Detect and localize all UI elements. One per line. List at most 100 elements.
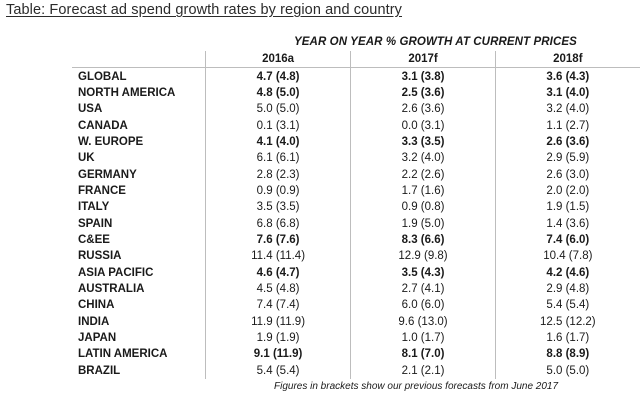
table-row: CANADA 0.1 (3.1) 0.0 (3.1) 1.1 (2.7) [72,117,640,134]
table-row: ASIA PACIFIC 4.6 (4.7) 3.5 (4.3) 4.2 (4.6) [72,264,640,281]
row-label: ASIA PACIFIC [78,266,154,279]
column-header-2016: 2016a [204,51,351,68]
table-cell: 2.5 (3.6) [350,84,496,102]
table-cell: 5.4 (5.4) [204,362,351,379]
row-label: GERMANY [78,168,137,181]
row-label: C&EE [78,233,110,246]
table-row: INDIA 11.9 (11.9) 9.6 (13.0) 12.5 (12.2) [72,313,640,330]
table-row: GLOBAL 4.7 (4.8) 3.1 (3.8) 3.6 (4.3) [72,67,640,85]
table-row: SPAIN 6.8 (6.8) 1.9 (5.0) 1.4 (3.6) [72,215,640,232]
row-label: LATIN AMERICA [78,348,168,361]
table-cell: 9.1 (11.9) [204,346,351,363]
table-title: Table: Forecast ad spend growth rates by… [6,2,403,18]
table-cell: 7.4 (6.0) [494,231,640,249]
row-label: RUSSIA [78,250,122,263]
table-row: GERMANY 2.8 (2.3) 2.2 (2.6) 2.6 (3.0) [72,166,640,183]
row-label: CHINA [78,299,115,312]
table-cell: 2.6 (3.6) [350,101,496,118]
row-label: UK [78,152,95,165]
row-label: W. EUROPE [78,135,144,148]
table-cell: 1.9 (1.9) [204,329,351,347]
table-cell: 2.9 (4.8) [494,280,640,298]
table-cell: 2.6 (3.0) [494,166,640,183]
table-row: USA 5.0 (5.0) 2.6 (3.6) 3.2 (4.0) [72,101,640,118]
table-row: LATIN AMERICA 9.1 (11.9) 8.1 (7.0) 8.8 (8.9… [72,346,640,363]
table-cell: 8.8 (8.9) [494,346,640,363]
table-cell: 0.9 (0.8) [350,199,496,216]
column-header-2017: 2017f [350,51,496,68]
footnote: Figures in brackets show our previous fo… [274,381,559,392]
table-row: JAPAN 1.9 (1.9) 1.0 (1.7) 1.6 (1.7) [72,329,640,347]
table-cell: 4.7 (4.8) [204,67,351,85]
table-cell: 5.0 (5.0) [494,362,640,379]
table-cell: 3.1 (4.0) [494,84,640,102]
table-cell: 7.4 (7.4) [204,297,351,314]
table-cell: 1.9 (5.0) [350,215,496,232]
table-cell: 2.9 (5.9) [494,150,640,167]
table-cell: 2.1 (2.1) [350,362,496,379]
table-cell: 3.1 (3.8) [350,67,496,85]
table-row: C&EE 7.6 (7.6) 8.3 (6.6) 7.4 (6.0) [72,231,640,249]
table-cell: 9.6 (13.0) [350,313,496,330]
table-row: BRAZIL 5.4 (5.4) 2.1 (2.1) 5.0 (5.0) [72,362,640,379]
table-cell: 2.6 (3.6) [494,133,640,151]
table-cell: 8.1 (7.0) [350,346,496,363]
table-cell: 1.9 (1.5) [494,199,640,216]
table-row: UK 6.1 (6.1) 3.2 (4.0) 2.9 (5.9) [72,150,640,167]
table-cell: 2.7 (4.1) [350,280,496,298]
column-header-2018: 2018f [494,51,640,68]
table-cell: 2.0 (2.0) [494,182,640,200]
row-label: GLOBAL [72,67,206,85]
row-label: INDIA [78,315,110,328]
table-cell: 1.1 (2.7) [494,117,640,134]
table-cell: 4.6 (4.7) [204,264,351,281]
table-cell: 0.9 (0.9) [204,182,351,200]
table-row: CHINA 7.4 (7.4) 6.0 (6.0) 5.4 (5.4) [72,297,640,314]
table-cell: 2.8 (2.3) [204,166,351,183]
table-cell: 5.4 (5.4) [494,297,640,314]
row-label: NORTH AMERICA [78,86,176,99]
table-cell: 1.0 (1.7) [350,329,496,347]
table-cell: 11.4 (11.4) [204,248,351,265]
table-cell: 5.0 (5.0) [204,101,351,118]
table-cell: 3.5 (4.3) [350,264,496,281]
table-body: GLOBAL 4.7 (4.8) 3.1 (3.8) 3.6 (4.3) NORTH A… [72,67,640,379]
table-cell: 12.9 (9.8) [350,248,496,265]
table-cell: 6.0 (6.0) [350,297,496,314]
table-cell: 7.6 (7.6) [204,231,351,249]
table-row: FRANCE 0.9 (0.9) 1.7 (1.6) 2.0 (2.0) [72,182,640,200]
table-cell: 3.3 (3.5) [350,133,496,151]
table-row: AUSTRALIA 4.5 (4.8) 2.7 (4.1) 2.9 (4.8) [72,280,640,298]
ad-spend-growth-table: 2016a 2017f 2018f GLOBAL 4.7 (4.8) 3.1 (3.… [72,51,640,379]
row-label: FRANCE [78,184,126,197]
table-cell: 0.0 (3.1) [350,117,496,134]
table-cell: 4.1 (4.0) [204,133,351,151]
row-label: AUSTRALIA [78,282,145,295]
table-cell: 3.2 (4.0) [350,150,496,167]
table-cell: 10.4 (7.8) [494,248,640,265]
row-label: BRAZIL [78,364,121,377]
row-label: CANADA [78,119,128,132]
table-cell: 1.7 (1.6) [350,182,496,200]
table-cell: 0.1 (3.1) [204,117,351,134]
table-cell: 6.1 (6.1) [204,150,351,167]
table-cell: 3.2 (4.0) [494,101,640,118]
table-cell: 11.9 (11.9) [204,313,351,330]
row-label: JAPAN [78,332,117,345]
table-cell: 12.5 (12.2) [494,313,640,330]
table-cell: 8.3 (6.6) [350,231,496,249]
table-cell: 4.5 (4.8) [204,280,351,298]
table-row: ITALY 3.5 (3.5) 0.9 (0.8) 1.9 (1.5) [72,199,640,216]
table-cell: 4.8 (5.0) [204,84,351,102]
table-cell: 1.4 (3.6) [494,215,640,232]
row-label: ITALY [78,201,110,214]
table-header-row: 2016a 2017f 2018f [72,51,640,68]
table-cell: 3.6 (4.3) [494,67,640,85]
table-cell: 2.2 (2.6) [350,166,496,183]
header-spacer [72,51,205,68]
column-group-header: YEAR ON YEAR % GROWTH AT CURRENT PRICES [294,36,577,48]
table-cell: 6.8 (6.8) [204,215,351,232]
table-row: RUSSIA 11.4 (11.4) 12.9 (9.8) 10.4 (7.8) [72,248,640,265]
table-cell: 1.6 (1.7) [494,329,640,347]
table-cell: 4.2 (4.6) [494,264,640,281]
